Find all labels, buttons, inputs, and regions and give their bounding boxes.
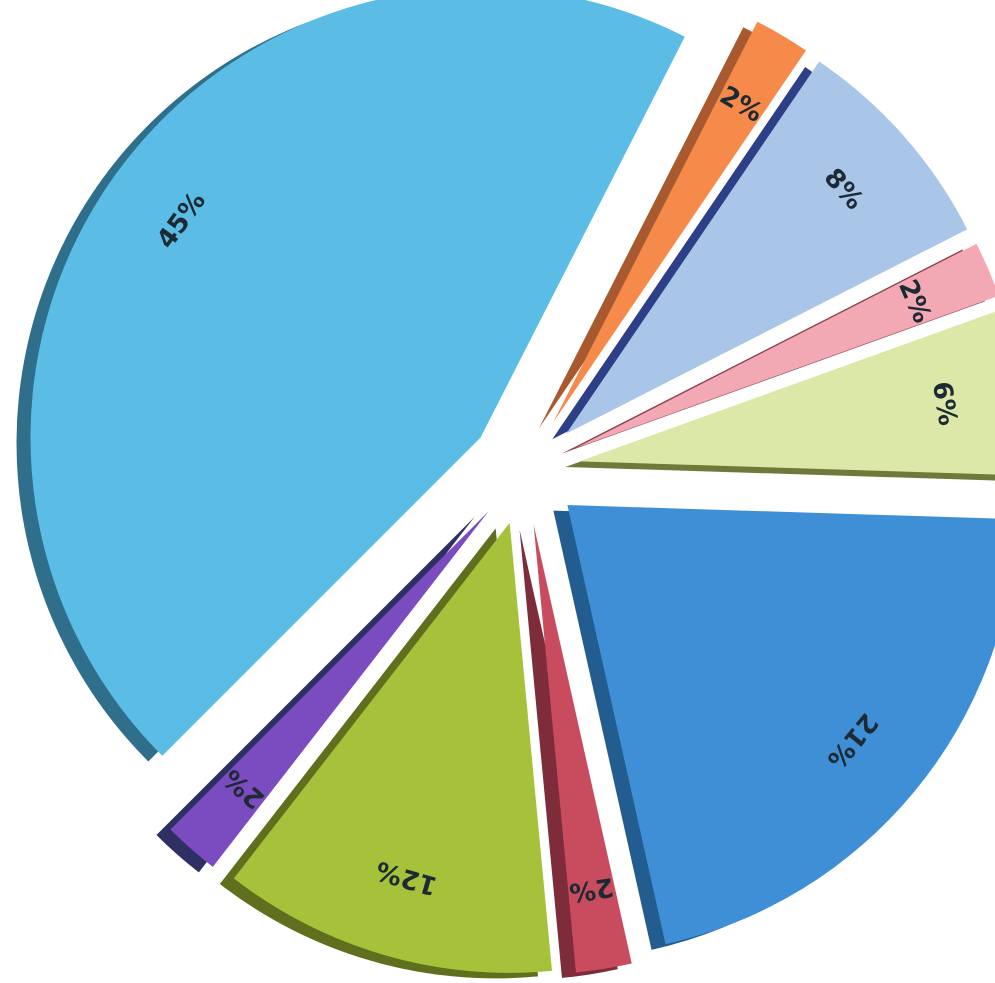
pie-slice: [575, 243, 995, 449]
pie-slice: [533, 524, 632, 973]
pie-slice: [233, 522, 553, 973]
pie-slice: [30, 0, 685, 756]
pie-slice-label: 2%: [567, 871, 615, 908]
pie-slice: [566, 61, 968, 434]
pie-slices: [16, 0, 995, 979]
pie-slice: [170, 511, 489, 867]
pie-slice: [579, 311, 995, 475]
pie-slice-label: 6%: [926, 379, 963, 427]
pie-slice: [567, 505, 995, 945]
pie-slice: [552, 21, 806, 423]
